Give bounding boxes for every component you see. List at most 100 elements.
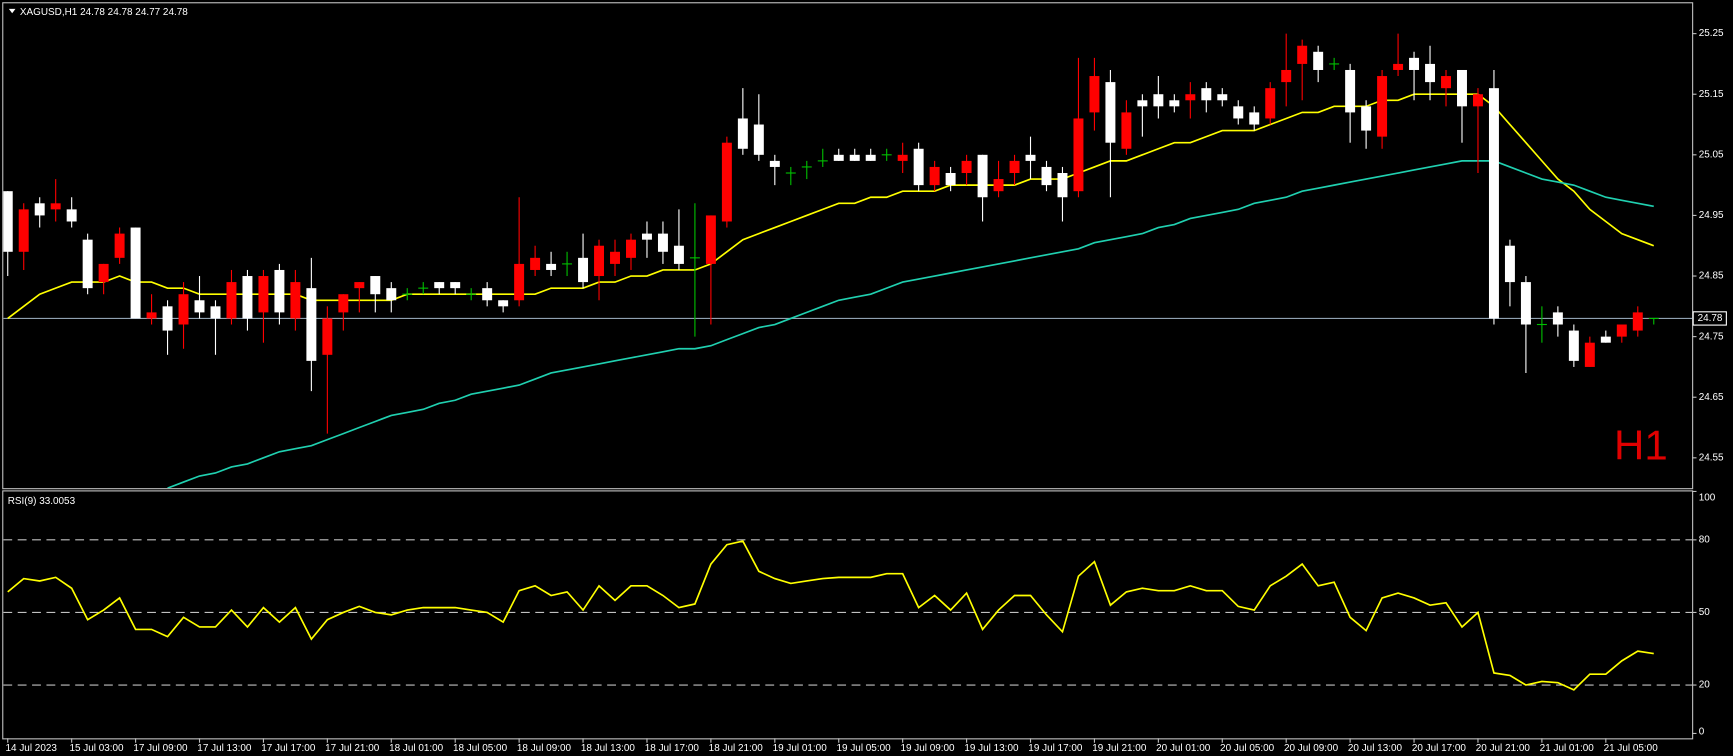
candle-body [1137,100,1148,107]
candle-body [961,160,972,174]
candle-body [833,154,844,161]
y-tick-label: 24.95 [1699,210,1724,221]
candle-body [546,263,557,270]
x-tick-label: 17 Jul 09:00 [133,743,188,754]
timeframe-label: H1 [1614,421,1668,468]
rsi-frame [2,490,1694,740]
x-tick-label: 20 Jul 05:00 [1220,743,1275,754]
candle-body [1425,63,1436,83]
candle-body [1488,88,1499,319]
candle-body [434,282,445,289]
candle-body [578,257,589,283]
candle-body [1600,336,1611,343]
x-tick-label: 19 Jul 09:00 [900,743,955,754]
candle-body [18,209,29,252]
candle-body [1568,330,1579,361]
candle-body [194,300,205,313]
candle-body [1313,51,1324,70]
candle-body [98,263,109,283]
candle-body [498,300,509,307]
candle-body [3,191,13,252]
axes: 24.55 24.65 24.75 24.85 24.95 25.05 25.15 25.25… [6,28,1727,754]
candle-body [1409,57,1420,70]
candle-body [929,166,940,186]
x-tick-label: 18 Jul 21:00 [709,743,764,754]
chart-title: XAGUSD,H1 24.78 24.78 24.77 24.78 [20,7,188,18]
candle-body [274,269,285,313]
candle-body [34,203,45,216]
candle-body [1281,69,1292,83]
candle-body [1520,282,1531,325]
candle-body [657,233,668,252]
candle-body [530,257,541,270]
y-tick-label: 80 [1699,534,1711,545]
candle-body [1057,173,1068,198]
candle-body [450,282,461,289]
candle-body [897,154,908,161]
candle-body [1121,112,1132,149]
candle-body [705,215,716,264]
candle-body [1041,166,1052,186]
candle-body [370,276,381,295]
x-tick-label: 18 Jul 01:00 [389,743,444,754]
x-tick-label: 19 Jul 17:00 [1028,743,1083,754]
y-tick-label: 25.05 [1699,149,1724,160]
x-tick-label: 20 Jul 17:00 [1412,743,1467,754]
candle-body [514,263,525,301]
candle-body [82,239,93,289]
candle-body [210,306,221,319]
line [7,540,1654,691]
y-tick-label: 50 [1699,607,1711,618]
candle-body [386,288,397,301]
line [167,160,1654,489]
candle-body [1073,118,1084,192]
candle-body [993,179,1004,192]
candle-body [737,118,748,149]
candle-body [753,124,764,155]
candle-body [1472,94,1483,107]
candle-body [338,294,349,313]
candle-body [1153,94,1164,107]
candle-body [1089,76,1100,113]
y-tick-label: 24.55 [1699,452,1724,463]
candle-body [945,173,956,186]
candle-body [482,288,493,301]
candle-body [1265,88,1276,119]
candle-body [1201,88,1212,101]
x-tick-label: 18 Jul 09:00 [517,743,572,754]
y-tick-label: 24.65 [1699,392,1724,403]
y-tick-label: 24.85 [1699,271,1724,282]
candle-body [721,142,732,222]
candle-body [673,245,684,264]
candle-body [849,154,860,161]
candle-body [1441,76,1451,89]
candle-body [913,148,924,186]
candle-body [1185,94,1196,101]
candle-body [1552,312,1563,325]
y-tick-label: 0 [1699,726,1705,737]
candle-body [1361,106,1372,131]
candle-body [1632,312,1643,331]
candle-body [322,318,333,355]
indicator-title: RSI(9) 33.0053 [8,496,76,507]
x-tick-label: 19 Jul 01:00 [773,743,828,754]
candle-body [130,227,141,319]
candle-body [146,312,157,319]
candle-body [354,282,365,289]
candle-body [610,251,620,264]
candle-body [641,233,652,240]
candle-body [1377,76,1388,137]
candle-body [50,203,61,210]
x-tick-label: 17 Jul 17:00 [261,743,316,754]
y-tick-label: 20 [1699,680,1711,691]
y-tick-label: 100 [1699,493,1716,504]
menu-icon[interactable] [8,8,16,14]
x-tick-label: 18 Jul 17:00 [645,743,700,754]
candle-body [178,294,189,325]
candle-body [1457,69,1467,107]
price-frame [2,2,1694,490]
candle-body [594,245,605,277]
